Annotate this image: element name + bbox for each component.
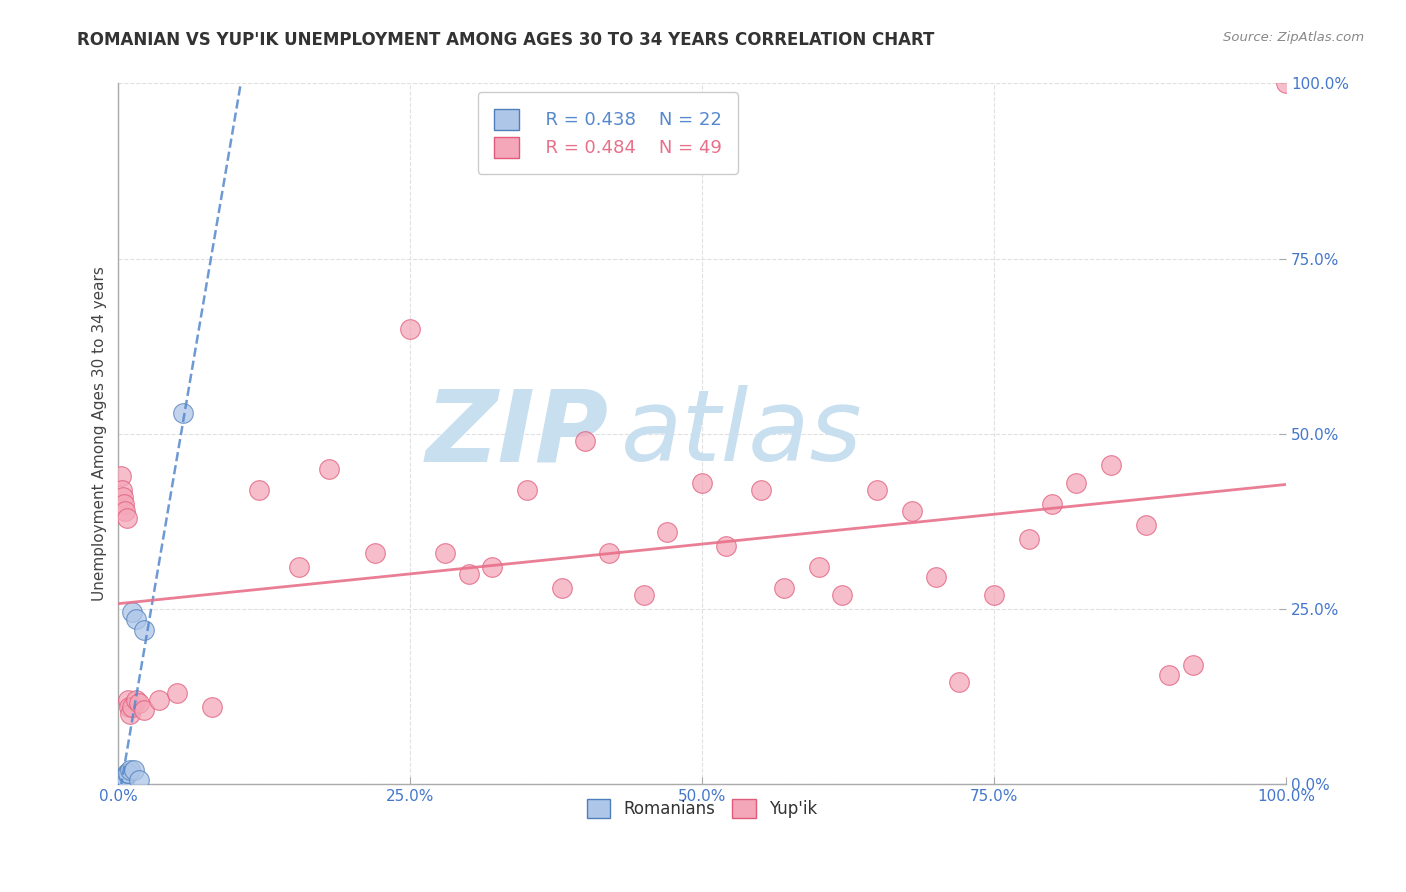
Point — [714, 539, 737, 553]
Point — [125, 612, 148, 626]
Point — [107, 777, 129, 791]
Point — [1181, 657, 1204, 672]
Point — [120, 706, 142, 721]
Point — [807, 559, 830, 574]
Point — [115, 510, 138, 524]
Point — [925, 570, 948, 584]
Point — [166, 686, 188, 700]
Point — [128, 696, 150, 710]
Point — [1159, 668, 1181, 682]
Point — [364, 546, 387, 560]
Point — [633, 588, 655, 602]
Point — [172, 406, 194, 420]
Point — [111, 483, 134, 497]
Point — [399, 321, 422, 335]
Point — [201, 699, 224, 714]
Y-axis label: Unemployment Among Ages 30 to 34 years: Unemployment Among Ages 30 to 34 years — [93, 266, 107, 601]
Point — [134, 703, 156, 717]
Point — [434, 546, 457, 560]
Point — [1064, 475, 1087, 490]
Point — [120, 763, 142, 777]
Point — [122, 763, 145, 777]
Point — [247, 483, 270, 497]
Point — [551, 581, 574, 595]
Point — [121, 605, 143, 619]
Point — [112, 490, 135, 504]
Point — [1099, 458, 1122, 472]
Point — [114, 503, 136, 517]
Point — [516, 483, 538, 497]
Point — [657, 524, 679, 539]
Point — [115, 766, 138, 780]
Point — [690, 475, 713, 490]
Point — [866, 483, 889, 497]
Point — [318, 461, 340, 475]
Text: Source: ZipAtlas.com: Source: ZipAtlas.com — [1223, 31, 1364, 45]
Point — [598, 546, 620, 560]
Point — [134, 623, 156, 637]
Point — [128, 773, 150, 788]
Text: atlas: atlas — [620, 385, 862, 482]
Point — [110, 468, 132, 483]
Point — [457, 566, 479, 581]
Point — [1135, 517, 1157, 532]
Point — [901, 503, 924, 517]
Point — [117, 692, 139, 706]
Point — [112, 770, 135, 784]
Point — [107, 777, 129, 791]
Point — [1042, 497, 1064, 511]
Point — [121, 699, 143, 714]
Point — [1275, 77, 1298, 91]
Point — [118, 699, 141, 714]
Point — [148, 692, 170, 706]
Point — [1018, 532, 1040, 546]
Point — [117, 766, 139, 780]
Point — [773, 581, 796, 595]
Point — [574, 434, 596, 448]
Point — [288, 559, 311, 574]
Point — [111, 777, 134, 791]
Point — [110, 777, 132, 791]
Point — [112, 497, 135, 511]
Point — [481, 559, 503, 574]
Point — [948, 675, 970, 690]
Point — [108, 777, 131, 791]
Point — [983, 588, 1005, 602]
Legend: Romanians, Yup'ik: Romanians, Yup'ik — [581, 792, 824, 824]
Point — [107, 777, 129, 791]
Text: ROMANIAN VS YUP'IK UNEMPLOYMENT AMONG AGES 30 TO 34 YEARS CORRELATION CHART: ROMANIAN VS YUP'IK UNEMPLOYMENT AMONG AG… — [77, 31, 935, 49]
Point — [831, 588, 853, 602]
Point — [114, 770, 136, 784]
Point — [108, 777, 131, 791]
Point — [112, 773, 135, 788]
Point — [749, 483, 772, 497]
Point — [111, 773, 134, 788]
Text: ZIP: ZIP — [426, 385, 609, 482]
Point — [110, 777, 132, 791]
Point — [112, 773, 135, 788]
Point — [125, 692, 148, 706]
